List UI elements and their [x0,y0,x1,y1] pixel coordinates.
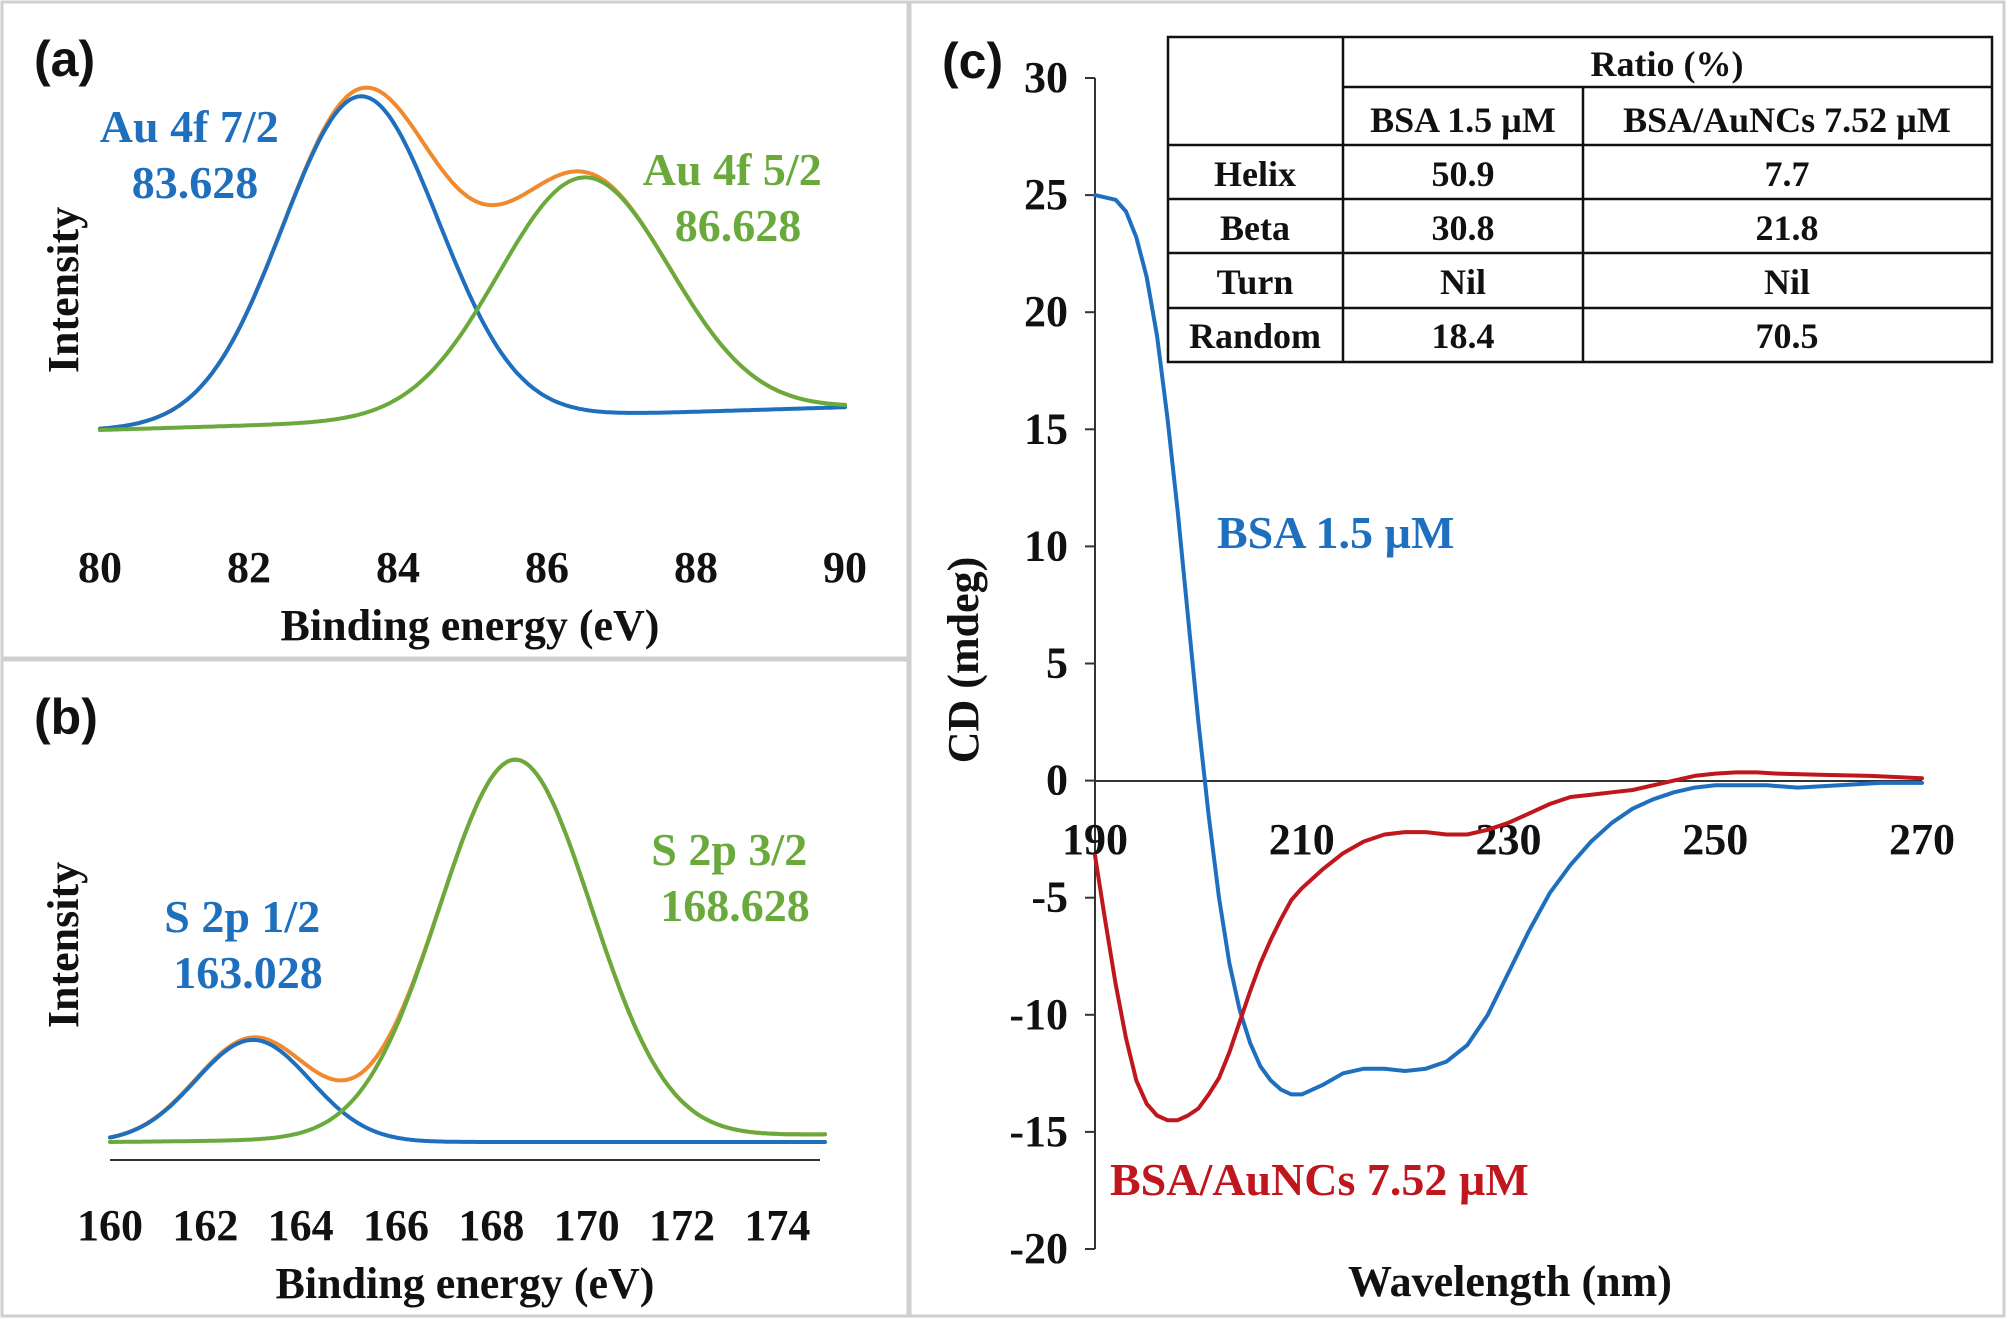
x-tick-label: 162 [172,1201,238,1250]
panel-b-xlabel: Binding energy (eV) [276,1259,655,1308]
panel-c-xticks: 190 210 230 250 270 [1062,815,1955,864]
table-cell: Nil [1764,262,1810,302]
panel-b-label: (b) [34,689,98,745]
series-line-bsa-aunc [1093,770,1924,1123]
y-tick-label: 25 [1024,170,1068,219]
series-line-component [98,94,847,431]
panel-c-yticks: 30 25 20 15 10 5 0 -5 -10 -15 -20 [1009,53,1095,1273]
panel-a-ylabel: Intensity [39,207,88,373]
panel-c: (c) CD (mdeg) Wavelength (nm) 30 25 20 15 10… [939,33,1994,1306]
annotation-line: 83.628 [132,157,259,208]
panel-a-label: (a) [34,31,95,87]
panel-c-label: (c) [942,33,1003,89]
panel-c-ylabel: CD (mdeg) [939,557,988,764]
panel-b: (b) Intensity Binding energy (eV) 160 162… [34,689,827,1308]
panel-c-annotation-bsa-aunc: BSA/AuNCs 7.52 µM [1110,1154,1529,1205]
y-tick-label: -20 [1009,1224,1068,1273]
y-tick-label: 30 [1024,53,1068,102]
table-cell: 21.8 [1756,208,1819,248]
annotation-line: Au 4f 7/2 [100,101,279,152]
table-group-header: Ratio (%) [1591,44,1744,84]
panel-c-xlabel: Wavelength (nm) [1348,1257,1672,1306]
x-tick-label: 174 [744,1201,810,1250]
annotation-line: S 2p 1/2 [164,891,320,942]
y-tick-label: -5 [1031,873,1068,922]
y-tick-label: 20 [1024,287,1068,336]
panel-a-annotation-au-4f-52: Au 4f 5/2 86.628 [643,144,833,251]
table-cell: 70.5 [1756,316,1819,356]
panel-a-xticks: 80 82 84 86 88 90 [78,543,867,592]
table-cell: 30.8 [1432,208,1495,248]
annotation-line: 163.028 [173,947,323,998]
table-cell: 7.7 [1765,154,1810,194]
y-tick-label: 0 [1046,756,1068,805]
y-tick-label: 5 [1046,639,1068,688]
panel-a: (a) Intensity Binding energy (eV) 80 82 84… [34,31,867,650]
series-line-component [108,757,827,1144]
x-tick-label: 270 [1889,815,1955,864]
x-tick-label: 166 [363,1201,429,1250]
series-line-component [108,1037,827,1144]
x-tick-label: 210 [1269,815,1335,864]
x-tick-label: 164 [268,1201,334,1250]
table-row-label: Random [1189,316,1321,356]
table-cell: 18.4 [1432,316,1495,356]
panel-c-annotation-bsa: BSA 1.5 µM [1217,507,1454,558]
annotation-line: 86.628 [675,200,802,251]
x-tick-label: 172 [649,1201,715,1250]
panel-a-annotation-au-4f-72: Au 4f 7/2 83.628 [100,101,290,208]
x-tick-label: 84 [376,543,420,592]
panel-b-annotation-s-2p-12: S 2p 1/2 163.028 [164,891,331,998]
panel-b-annotation-s-2p-32: S 2p 3/2 168.628 [651,824,818,931]
annotation-line: S 2p 3/2 [651,824,807,875]
panel-b-ylabel: Intensity [39,862,88,1028]
ratio-table: Ratio (%) BSA 1.5 µM BSA/AuNCs 7.52 µM H… [1166,35,1994,364]
x-tick-label: 170 [554,1201,620,1250]
x-tick-label: 88 [674,543,718,592]
y-tick-label: 15 [1024,404,1068,453]
panel-b-xticks: 160 162 164 166 168 170 172 174 [77,1201,810,1250]
panel-b-frame [0,658,910,1318]
panel-c-frame [908,0,2006,1318]
x-tick-label: 86 [525,543,569,592]
table-row-label: Turn [1217,262,1294,302]
x-tick-label: 160 [77,1201,143,1250]
panel-b-curves [108,757,827,1144]
table-column-header: BSA 1.5 µM [1370,100,1556,140]
panel-a-frame [0,0,910,660]
table-row-label: Helix [1214,154,1296,194]
annotation-line: 168.628 [660,880,810,931]
panel-c-curves [1093,193,1924,1123]
series-line-bsa [1093,193,1924,1097]
y-tick-label: 10 [1024,521,1068,570]
table-row-label: Beta [1220,208,1290,248]
y-tick-label: -10 [1009,990,1068,1039]
x-tick-label: 90 [823,543,867,592]
y-tick-label: -15 [1009,1107,1068,1156]
annotation-line: Au 4f 5/2 [643,144,822,195]
table-cell: Nil [1440,262,1486,302]
table-column-header: BSA/AuNCs 7.52 µM [1623,100,1951,140]
panel-a-xlabel: Binding energy (eV) [281,601,660,650]
x-tick-label: 168 [458,1201,524,1250]
series-line-component [98,175,847,432]
table-cell: 50.9 [1432,154,1495,194]
x-tick-label: 250 [1682,815,1748,864]
x-tick-label: 80 [78,543,122,592]
panel-a-curves [98,85,847,432]
x-tick-label: 82 [227,543,271,592]
